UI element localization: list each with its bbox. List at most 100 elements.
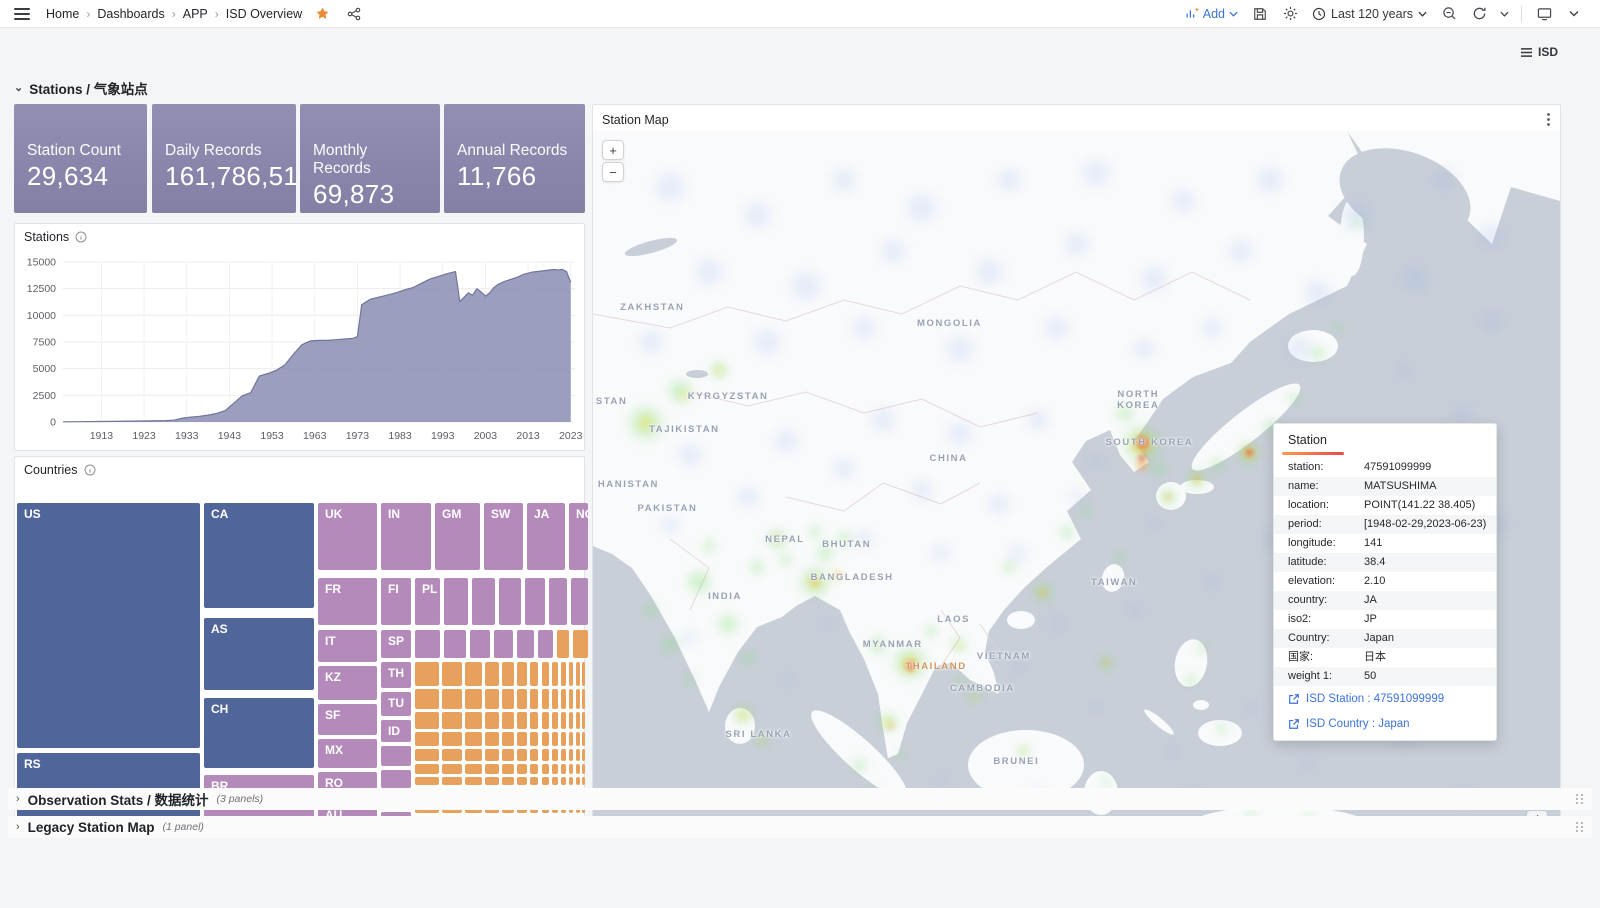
treemap-block[interactable] [569, 749, 573, 761]
stat-panel-daily-records[interactable]: Daily Records 161,786,510 [152, 104, 313, 213]
treemap-block[interactable] [465, 732, 482, 746]
treemap-block[interactable] [552, 662, 558, 686]
breadcrumb-item-app[interactable]: APP [182, 6, 208, 21]
treemap-block[interactable] [502, 808, 514, 813]
treemap-block[interactable] [552, 777, 558, 785]
drag-handle-icon[interactable] [1576, 794, 1584, 804]
zoom-out-time-icon[interactable] [1437, 3, 1461, 25]
treemap-block[interactable] [561, 764, 566, 774]
treemap-block[interactable] [552, 749, 558, 761]
treemap-block[interactable] [517, 712, 527, 729]
treemap-block[interactable] [582, 689, 585, 709]
station-map[interactable]: ZAKHSTAN MONGOLIA KYRGYZSTAN STAN TAJIKISTAN… [593, 131, 1560, 835]
stat-panel-station-count[interactable]: Station Count 29,634 [14, 104, 147, 213]
treemap-block-pl[interactable]: PL [415, 578, 440, 625]
treemap-block[interactable] [485, 777, 499, 785]
treemap-block[interactable] [576, 749, 580, 761]
treemap-block[interactable] [569, 777, 573, 785]
treemap-block[interactable] [542, 662, 549, 686]
treemap-block[interactable] [552, 689, 558, 709]
treemap-block[interactable] [502, 777, 514, 785]
treemap-block[interactable] [485, 689, 499, 709]
treemap-block[interactable] [542, 689, 549, 709]
row-header-stations[interactable]: ⌄ Stations / 气象站点 [14, 78, 148, 98]
treemap-block[interactable] [494, 630, 513, 658]
treemap-block[interactable] [530, 662, 538, 686]
treemap-block[interactable] [442, 749, 462, 761]
treemap-block-us[interactable]: US [17, 503, 200, 748]
row-observation-stats[interactable]: › Observation Stats / 数据统计 (3 panels) [8, 788, 1592, 810]
treemap-block-fr[interactable]: FR [318, 578, 377, 625]
treemap-block[interactable] [576, 808, 580, 813]
stations-chart-area[interactable]: 0 2500 5000 7500 10000 12500 15000 1913 1923 1933… [15, 246, 584, 453]
treemap-block[interactable] [517, 732, 527, 746]
treemap-block[interactable] [576, 732, 580, 746]
treemap-block[interactable] [530, 712, 538, 729]
refresh-icon[interactable] [1467, 3, 1491, 25]
treemap-block[interactable] [415, 777, 439, 785]
treemap-block[interactable] [552, 808, 558, 813]
treemap-block-kz[interactable]: KZ [318, 666, 377, 700]
treemap-block[interactable] [517, 662, 527, 686]
treemap-block[interactable] [415, 662, 439, 686]
treemap-block[interactable] [582, 732, 585, 746]
treemap-block[interactable] [549, 578, 567, 625]
treemap-block-in[interactable]: IN [381, 503, 431, 570]
treemap-block-sp[interactable]: SP [381, 630, 411, 658]
treemap-block[interactable] [442, 712, 462, 729]
treemap-block-ja[interactable]: JA [527, 503, 565, 570]
treemap-block[interactable] [530, 689, 538, 709]
treemap-block-ca[interactable]: CA [204, 503, 314, 608]
treemap-block-tu[interactable]: TU [381, 692, 411, 716]
isd-links-dropdown[interactable]: ISD [1520, 45, 1558, 59]
treemap-block[interactable] [576, 689, 580, 709]
treemap-block[interactable] [415, 712, 439, 729]
treemap-block[interactable] [381, 770, 411, 788]
breadcrumb-item-dashboards[interactable]: Dashboards [97, 6, 165, 21]
drag-handle-icon[interactable] [1576, 822, 1584, 832]
favorite-star-icon[interactable] [310, 3, 334, 25]
treemap-block[interactable] [517, 808, 527, 813]
treemap-block[interactable] [576, 777, 580, 785]
map-zoom-in-button[interactable]: + [602, 140, 624, 160]
treemap-block[interactable] [576, 662, 580, 686]
treemap-block[interactable] [582, 662, 585, 686]
treemap-block[interactable] [582, 749, 585, 761]
treemap-block[interactable] [530, 732, 538, 746]
treemap-block[interactable] [569, 732, 573, 746]
treemap-block[interactable] [530, 764, 538, 774]
treemap-block[interactable] [582, 777, 585, 785]
treemap-block[interactable] [502, 764, 514, 774]
treemap-block[interactable] [542, 749, 549, 761]
treemap-block[interactable] [573, 630, 588, 658]
treemap-block[interactable] [415, 764, 439, 774]
treemap-block[interactable] [576, 764, 580, 774]
panel-menu-kebab-icon[interactable] [1541, 111, 1556, 128]
treemap-block[interactable] [569, 689, 573, 709]
treemap-block[interactable] [517, 689, 527, 709]
treemap-block[interactable] [561, 689, 566, 709]
treemap-block[interactable] [561, 749, 566, 761]
treemap-block-fi[interactable]: FI [381, 578, 411, 625]
map-zoom-out-button[interactable]: − [602, 162, 624, 182]
breadcrumb-item-isd-overview[interactable]: ISD Overview [225, 6, 303, 21]
treemap-block[interactable] [542, 764, 549, 774]
treemap-block[interactable] [561, 662, 566, 686]
treemap-block[interactable] [525, 578, 545, 625]
treemap-block[interactable] [499, 578, 521, 625]
treemap-block[interactable] [557, 630, 569, 658]
add-button[interactable]: Add [1181, 7, 1242, 21]
treemap-block[interactable] [552, 732, 558, 746]
treemap-block[interactable] [415, 732, 439, 746]
treemap-block[interactable] [502, 662, 514, 686]
treemap-block[interactable] [569, 808, 573, 813]
treemap-block[interactable] [465, 712, 482, 729]
stat-panel-monthly-records[interactable]: Monthly Records 69,873 [300, 104, 440, 213]
time-range-picker[interactable]: Last 120 years [1308, 7, 1431, 21]
treemap-block[interactable] [442, 662, 462, 686]
share-icon[interactable] [342, 3, 366, 25]
treemap-block[interactable] [472, 578, 495, 625]
treemap-block[interactable] [485, 662, 499, 686]
treemap-block[interactable] [542, 732, 549, 746]
treemap-block[interactable] [530, 777, 538, 785]
